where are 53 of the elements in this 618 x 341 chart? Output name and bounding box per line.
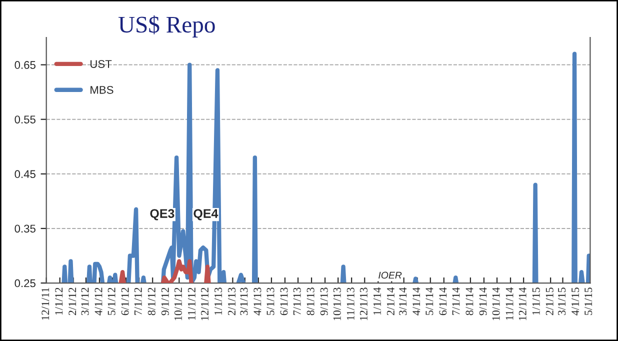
legend-label: UST bbox=[90, 60, 112, 68]
x-tick-label: 3/1/13 bbox=[240, 288, 248, 316]
x-tick-label: 1/1/13 bbox=[214, 288, 222, 315]
x-tick-label: 12/1/13 bbox=[360, 288, 368, 320]
x-tick-label: 3/1/12 bbox=[81, 288, 89, 316]
x-tick-label: 2/1/12 bbox=[68, 288, 76, 316]
x-tick-label: 5/1/14 bbox=[426, 287, 434, 315]
x-tick-label: 1/1/15 bbox=[532, 288, 540, 315]
x-tick-label: 6/1/12 bbox=[121, 288, 129, 316]
x-tick-label: 2/1/13 bbox=[228, 288, 236, 316]
x-tick-label: 5/1/13 bbox=[266, 288, 274, 315]
x-tick-label: 9/1/12 bbox=[161, 288, 169, 316]
x-tick-label: 7/1/13 bbox=[293, 288, 301, 315]
x-tick-label: 3/1/15 bbox=[558, 288, 566, 316]
y-tick-label: 0.45 bbox=[14, 170, 36, 178]
x-tick-label: 10/1/12 bbox=[174, 288, 182, 320]
x-tick-label: 1/1/12 bbox=[55, 288, 63, 315]
x-tick-label: 8/1/13 bbox=[306, 288, 314, 316]
x-tick-label: 12/1/11 bbox=[42, 288, 50, 320]
x-tick-label: 5/1/12 bbox=[108, 288, 116, 315]
x-tick-label: 9/1/14 bbox=[479, 287, 487, 316]
x-tick-label: 11/1/13 bbox=[346, 288, 354, 320]
x-tick-label: 11/1/12 bbox=[188, 288, 196, 320]
x-tick-label: 12/1/12 bbox=[201, 288, 208, 320]
x-tick-label: 8/1/12 bbox=[148, 288, 156, 316]
y-tick-label: 0.25 bbox=[14, 279, 36, 288]
x-tick-label: 4/1/13 bbox=[254, 288, 262, 316]
x-tick-label: 12/1/14 bbox=[518, 287, 526, 320]
x-tick-label: 8/1/14 bbox=[466, 287, 474, 316]
legend-label: MBS bbox=[90, 86, 114, 94]
chart-title: US$ Repo bbox=[118, 15, 215, 38]
y-tick-label: 0.35 bbox=[14, 224, 36, 233]
x-tick-label: 1/1/14 bbox=[373, 287, 381, 315]
x-tick-label: 6/1/14 bbox=[439, 287, 447, 316]
x-tick-label: 7/1/14 bbox=[452, 287, 460, 315]
x-tick-label: 3/1/14 bbox=[399, 287, 407, 316]
x-tick-label: 2/1/14 bbox=[386, 287, 394, 316]
x-tick-label: 6/1/13 bbox=[280, 288, 288, 316]
annotation: QE4 bbox=[194, 209, 218, 220]
x-tick-label: 2/1/15 bbox=[546, 288, 554, 316]
annotation: QE3 bbox=[150, 209, 174, 220]
annotation: IOER bbox=[378, 272, 402, 279]
x-tick-label: 9/1/13 bbox=[320, 288, 328, 316]
x-tick-label: 10/1/13 bbox=[333, 288, 341, 320]
x-tick-label: 10/1/14 bbox=[492, 287, 500, 320]
x-tick-label: 4/1/15 bbox=[572, 288, 580, 316]
x-tick-label: 4/1/12 bbox=[94, 288, 102, 316]
x-tick-label: 4/1/14 bbox=[412, 287, 420, 316]
y-tick-label: 0.65 bbox=[14, 61, 36, 69]
x-tick-label: 11/1/14 bbox=[506, 287, 514, 320]
x-tick-label: 7/1/12 bbox=[134, 288, 142, 315]
x-tick-label: 5/1/15 bbox=[584, 288, 592, 315]
y-tick-label: 0.55 bbox=[14, 116, 36, 124]
